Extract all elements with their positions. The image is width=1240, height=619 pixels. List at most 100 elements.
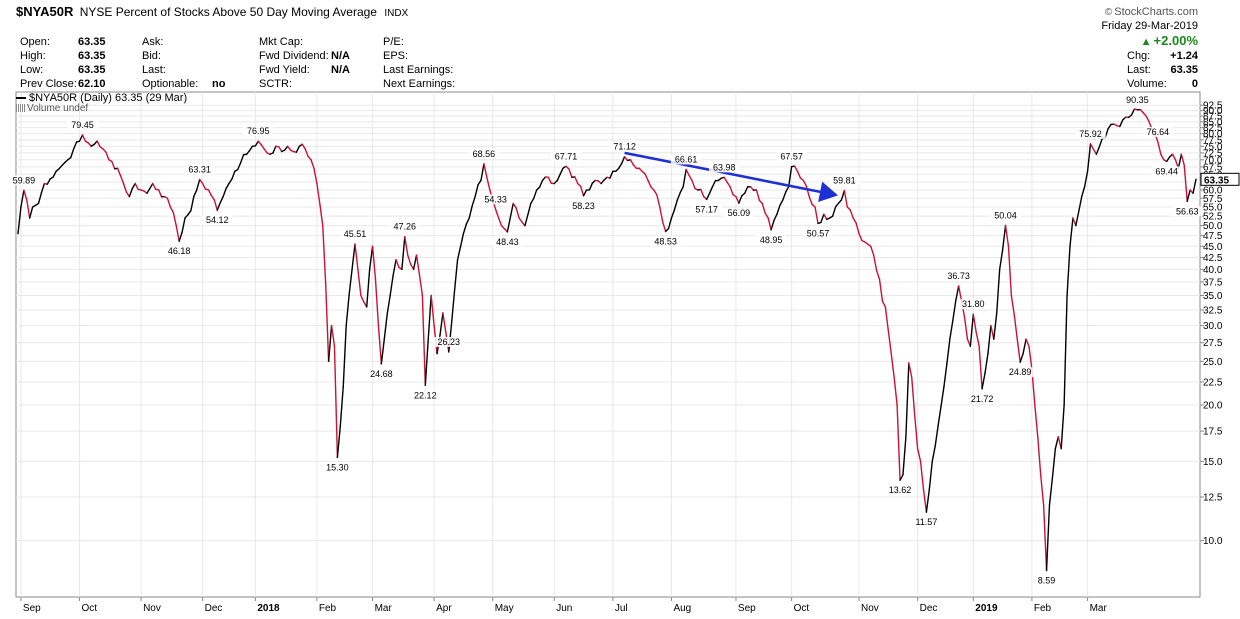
annotation-label: 59.89 — [13, 175, 36, 185]
series-line-segment — [450, 289, 456, 323]
series-line-segment — [700, 188, 705, 198]
series-line-segment — [837, 199, 843, 204]
annotation-bg — [202, 215, 233, 226]
series-line-segment — [383, 313, 388, 340]
series-line-segment — [656, 194, 661, 208]
annotation-bg — [492, 236, 523, 247]
annotation-label: 59.81 — [833, 176, 856, 186]
value-annotation: 26.23 — [433, 336, 465, 347]
series-line-segment — [1022, 338, 1027, 355]
series-line-segment — [1183, 164, 1188, 202]
series-line-segment — [911, 376, 916, 416]
series-line-segment — [122, 182, 128, 193]
optionable-value: no — [212, 78, 226, 90]
series-line-segment — [1160, 153, 1165, 161]
series-line-segment — [682, 168, 687, 188]
series-line-segment — [52, 170, 57, 178]
value-annotation: 31.80 — [958, 299, 989, 310]
series-line-segment — [928, 460, 933, 491]
value-annotation: 11.57 — [911, 517, 942, 528]
series-line-segment — [834, 202, 840, 208]
y-tick-label: 10.0 — [1203, 536, 1223, 547]
open-value: 63.35 — [78, 36, 106, 48]
change-percent-value: +2.00% — [1153, 33, 1198, 48]
series-line-segment — [1078, 195, 1083, 213]
series-line-segment — [439, 312, 444, 337]
series-line-segment — [916, 447, 922, 463]
next-earnings-label: Next Earnings: — [383, 78, 456, 90]
value-annotation: 63.31 — [184, 164, 215, 175]
series-line-segment — [744, 186, 749, 194]
series-line-segment — [1095, 146, 1100, 155]
series-line-segment — [600, 179, 605, 185]
series-line-segment — [905, 362, 910, 438]
series-line-segment — [785, 186, 790, 193]
series-line-segment — [483, 163, 488, 179]
series-line-segment — [23, 189, 28, 201]
up-arrow-icon: ▲ — [1140, 36, 1152, 48]
series-line-segment — [899, 474, 904, 481]
brand-logo[interactable]: © StockCharts.com — [1105, 6, 1198, 18]
series-line-segment — [761, 202, 766, 215]
y-tick-label: 20.0 — [1203, 401, 1223, 412]
series-line-segment — [322, 224, 327, 285]
series-line-segment — [178, 231, 183, 242]
series-line-segment — [998, 249, 1004, 271]
annotation-bg — [776, 151, 807, 162]
y-tick-label: 75.0 — [1203, 142, 1223, 153]
series-line-segment — [527, 202, 532, 216]
annotation-label: 13.62 — [889, 485, 912, 495]
series-line-segment — [1013, 314, 1018, 340]
series-line-segment — [667, 217, 673, 230]
x-tick-label: Feb — [319, 603, 337, 614]
series-line-segment — [541, 176, 547, 182]
volume-bars-icon — [16, 104, 25, 113]
series-line-segment — [691, 179, 696, 190]
series-line-segment — [919, 460, 925, 491]
series-line-segment — [480, 163, 485, 182]
series-line-segment — [494, 208, 500, 219]
series-line-segment — [793, 165, 799, 172]
series-line-segment — [1177, 153, 1183, 170]
series-line-segment — [1145, 115, 1150, 123]
y-tick-label: 52.5 — [1203, 212, 1223, 223]
y-tick-label: 57.5 — [1203, 194, 1223, 205]
value-annotation: 67.71 — [550, 151, 582, 162]
series-line-segment — [357, 268, 362, 297]
y-tick-label: 17.5 — [1203, 427, 1223, 438]
series-line-segment — [187, 209, 192, 216]
y-tick-label: 15.0 — [1203, 457, 1223, 468]
annotation-bg — [366, 368, 397, 379]
fwd-yield-label: Fwd Yield: — [259, 64, 310, 76]
change-percent: ▲ +2.00% — [1141, 33, 1198, 48]
annotation-bg — [990, 210, 1021, 221]
series-line-segment — [254, 140, 259, 147]
annotation-label: 36.73 — [947, 271, 970, 281]
series-line-segment — [219, 195, 224, 204]
series-line-segment — [1037, 436, 1042, 476]
annotation-bg — [568, 200, 599, 211]
annotation-bg — [708, 162, 740, 173]
series-line-segment — [931, 445, 936, 463]
series-line-segment — [175, 224, 180, 242]
last-label: Last: — [142, 64, 166, 76]
series-line-segment — [978, 345, 983, 390]
volume-legend: Volume undef — [16, 103, 88, 114]
y-tick-label: 50.0 — [1203, 221, 1223, 232]
series-line-segment — [925, 488, 931, 513]
annotation-label: 50.57 — [807, 228, 830, 238]
annotation-label: 67.57 — [780, 152, 803, 162]
annotation-label: 15.30 — [326, 462, 349, 472]
value-annotation: 45.51 — [339, 229, 371, 240]
series-line-segment — [131, 182, 136, 190]
series-line-segment — [1142, 112, 1147, 117]
series-line-segment — [407, 254, 412, 265]
prev-close-label: Prev Close: — [20, 78, 77, 90]
annotation-label: 21.72 — [971, 394, 994, 404]
y-tick-label: 70.0 — [1203, 155, 1223, 166]
annotation-label: 63.31 — [188, 164, 211, 174]
value-annotation: 48.95 — [755, 234, 787, 245]
pe-label: P/E: — [383, 36, 404, 48]
series-line-segment — [644, 173, 649, 182]
